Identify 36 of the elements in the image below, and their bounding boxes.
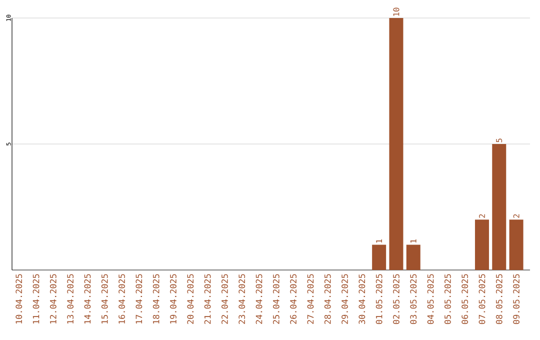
x-tick-label: 01.05.2025 <box>376 274 382 324</box>
x-tick-label: 15.04.2025 <box>101 274 108 324</box>
x-tick-label: 12.04.2025 <box>50 274 56 324</box>
x-tick-label: 19.04.2025 <box>170 274 176 324</box>
bar <box>372 244 386 270</box>
x-tick-label: 18.04.2025 <box>152 274 160 324</box>
x-tick-label: 22.04.2025 <box>222 274 228 324</box>
x-tick-label: 27.04.2025 <box>307 274 314 324</box>
x-tick-label: 28.04.2025 <box>324 274 331 324</box>
x-tick-label: 26.04.2025 <box>290 274 297 324</box>
bar <box>389 18 404 270</box>
x-tick-label: 04.05.2025 <box>427 274 434 324</box>
x-tick-label: 03.05.2025 <box>410 274 417 324</box>
x-tick-label: 07.05.2025 <box>478 274 486 324</box>
x-tick-label: 02.05.2025 <box>393 274 400 324</box>
bar <box>406 244 420 270</box>
x-tick-label: 17.04.2025 <box>136 274 142 324</box>
x-tick-label: 20.04.2025 <box>187 274 194 324</box>
x-tick-label: 11.04.2025 <box>32 274 40 324</box>
bar <box>492 144 506 270</box>
x-tick-label: 30.04.2025 <box>358 274 366 324</box>
x-tick-label: 09.05.2025 <box>513 274 520 324</box>
bar <box>474 220 489 270</box>
x-tick-label: 10.04.2025 <box>16 274 22 324</box>
bar <box>509 220 524 270</box>
x-tick-label: 05.05.2025 <box>444 274 451 324</box>
x-tick-label: 08.05.2025 <box>496 274 502 324</box>
x-tick-label: 24.04.2025 <box>256 274 262 324</box>
x-tick-label: 14.04.2025 <box>84 274 91 324</box>
x-tick-label: 06.05.2025 <box>462 274 468 324</box>
x-tick-label: 29.04.2025 <box>342 274 348 324</box>
x-tick-label: 16.04.2025 <box>118 274 125 324</box>
x-tick-label: 21.04.2025 <box>204 274 211 324</box>
x-tick-label: 13.04.2025 <box>67 274 74 324</box>
x-tick-label: 25.04.2025 <box>272 274 280 324</box>
x-tick-label: 23.04.2025 <box>238 274 246 324</box>
